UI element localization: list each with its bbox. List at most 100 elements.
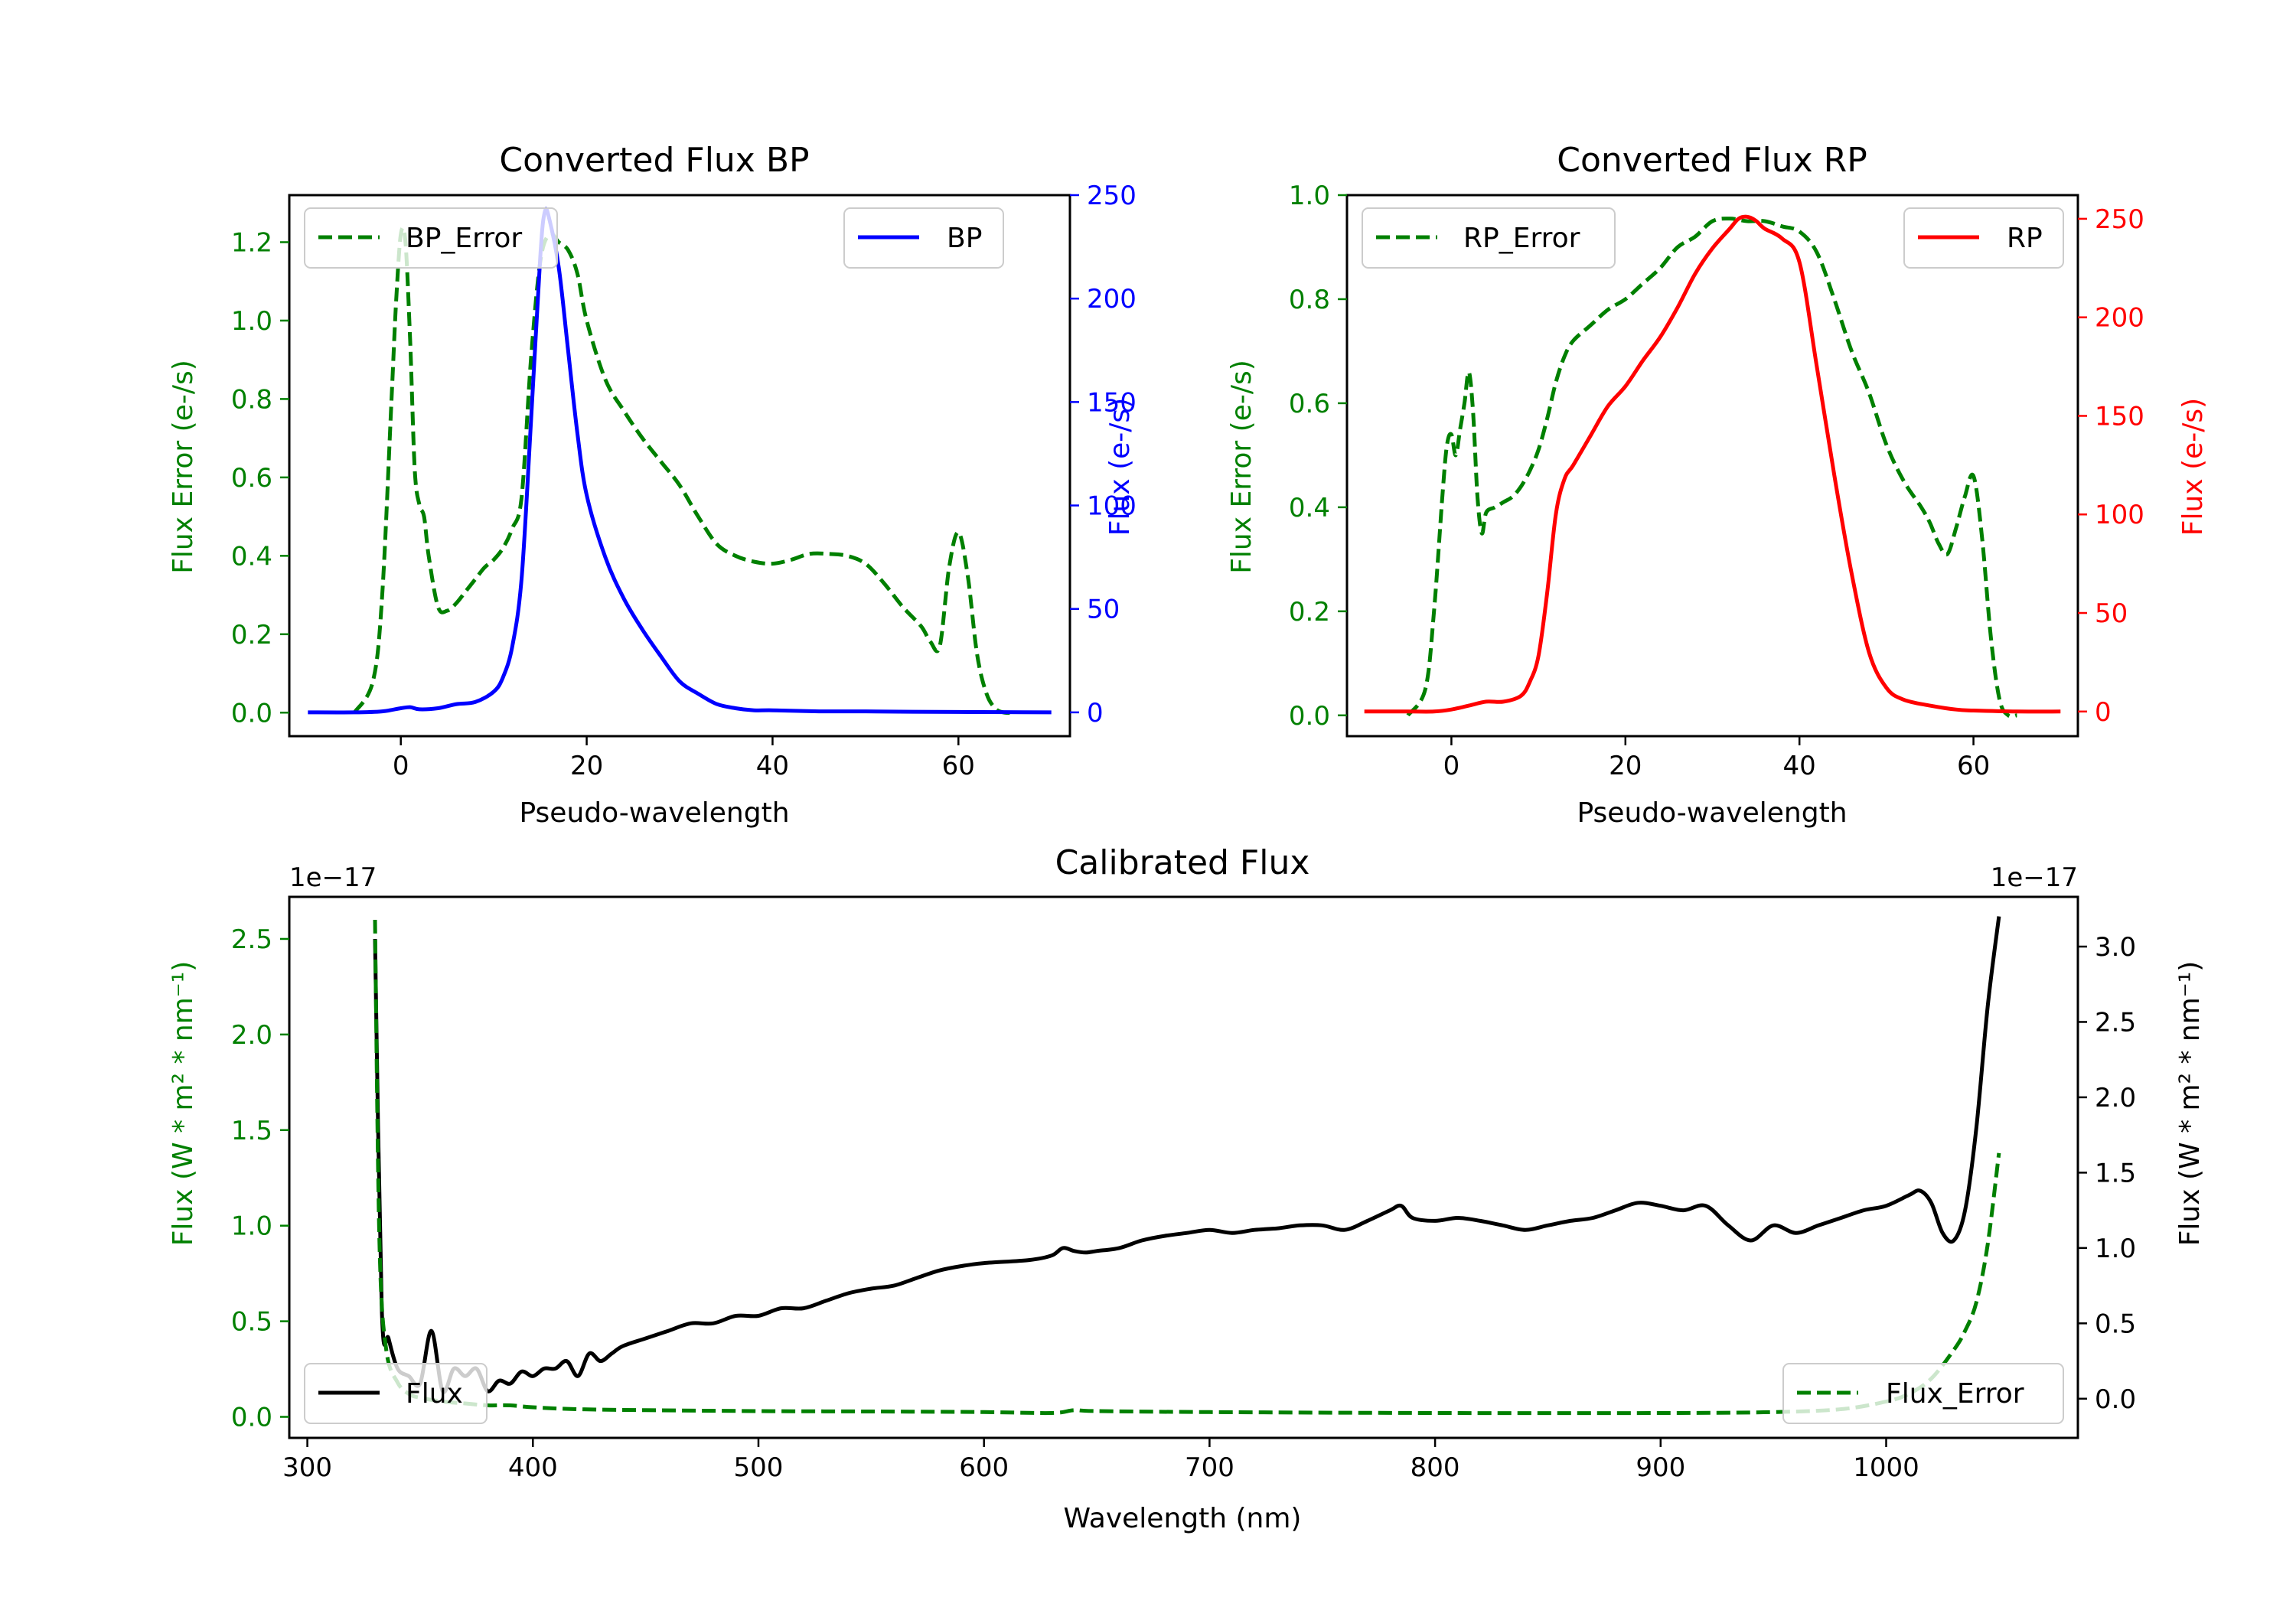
plot-area xyxy=(1364,214,2061,719)
left-y-tick-label: 0.6 xyxy=(231,463,272,494)
legend-flux: RP xyxy=(1903,207,2064,269)
right-y-tick-label: 150 xyxy=(1087,387,1137,418)
right-y-axis: 0 50 100 150 200 250 xyxy=(2078,204,2144,728)
legend-frame xyxy=(1362,207,1616,269)
left-y-tick-label: 0.4 xyxy=(1289,493,1330,523)
right-y-tick-label: 50 xyxy=(1087,595,1120,625)
left-y-tick-label: 0.0 xyxy=(231,1403,272,1433)
x-axis: 300 400 500 600 700 800 900 1000 xyxy=(282,1438,1919,1483)
right-y-axis: 0 50 100 150 200 250 xyxy=(1070,181,1137,729)
right-y-axis: 0.0 0.5 1.0 1.5 2.0 2.5 3.0 xyxy=(2078,932,2136,1415)
x-tick-label: 800 xyxy=(1411,1452,1460,1483)
left-y-tick-label: 2.0 xyxy=(231,1020,272,1051)
right-axis-offset: 1e−17 xyxy=(1991,862,2078,893)
legend-error: BP_Error xyxy=(304,207,558,269)
series-rp-line xyxy=(1364,214,2061,714)
left-y-tick-label: 0.8 xyxy=(1289,285,1330,315)
left-axis-label: Flux (W * m² * nm⁻¹) xyxy=(168,961,199,1247)
left-y-tick-label: 1.0 xyxy=(1289,181,1330,211)
x-axis-label: Pseudo-wavelength xyxy=(1577,797,1847,829)
x-tick-label: 400 xyxy=(508,1452,558,1483)
right-y-tick-label: 0 xyxy=(2095,697,2112,728)
left-y-axis: 0.0 0.2 0.4 0.6 0.8 1.0 1.2 xyxy=(231,227,289,729)
right-axis-label: Flux (e-/s) xyxy=(1104,398,1136,536)
plot-area xyxy=(308,207,1052,715)
series-bp-error-line xyxy=(352,226,1015,715)
x-tick-label: 700 xyxy=(1185,1452,1234,1483)
left-y-tick-label: 0.8 xyxy=(231,384,272,415)
axes-frame xyxy=(1345,194,2079,738)
legend-flux: BP xyxy=(843,207,1004,269)
legend-label-flux-error: Flux_Error xyxy=(1886,1378,2024,1410)
legend-frame xyxy=(1782,1363,2064,1424)
right-axis-label: Flux (W * m² * nm⁻¹) xyxy=(2174,961,2206,1247)
legend-label-bp: BP xyxy=(947,223,982,254)
left-y-tick-label: 2.5 xyxy=(231,924,272,955)
legend-label-rp: RP xyxy=(2007,223,2043,254)
left-y-tick-label: 0.5 xyxy=(231,1307,272,1338)
legend-frame xyxy=(304,207,558,269)
chart-title: Converted Flux RP xyxy=(1557,141,1867,180)
chart-title: Calibrated Flux xyxy=(1055,843,1310,882)
x-tick-label: 60 xyxy=(942,751,975,781)
x-tick-label: 0 xyxy=(393,751,409,781)
x-axis: 0 20 40 60 xyxy=(393,736,975,781)
chart-title: Converted Flux BP xyxy=(499,141,809,180)
x-axis-label: Wavelength (nm) xyxy=(1064,1503,1302,1534)
x-tick-label: 900 xyxy=(1636,1452,1685,1483)
right-y-tick-label: 100 xyxy=(1087,491,1137,522)
x-axis-label: Pseudo-wavelength xyxy=(519,797,789,829)
legend-label-rp-error: RP_Error xyxy=(1463,223,1580,254)
left-y-tick-label: 0.2 xyxy=(1289,597,1330,627)
right-y-tick-label: 250 xyxy=(1087,181,1137,211)
x-tick-label: 40 xyxy=(1783,751,1816,781)
left-y-tick-label: 1.5 xyxy=(231,1116,272,1146)
chart-calibrated-flux: Calibrated Flux Wavelength (nm) Flux (W … xyxy=(168,843,2206,1534)
legend-frame xyxy=(304,1363,488,1424)
chart-converted-flux-bp: Converted Flux BP Pseudo-wavelength Flux… xyxy=(168,141,1137,829)
x-tick-label: 20 xyxy=(570,751,603,781)
series-rp-error-line xyxy=(1406,217,2017,719)
left-y-tick-label: 1.0 xyxy=(231,1211,272,1242)
x-tick-label: 600 xyxy=(959,1452,1009,1483)
series-bp-line xyxy=(308,207,1052,715)
legend-frame xyxy=(1903,207,2064,269)
left-axis-offset: 1e−17 xyxy=(289,862,377,893)
left-axis-label: Flux Error (e-/s) xyxy=(168,360,199,574)
legend-label-bp-error: BP_Error xyxy=(406,223,522,254)
chart-converted-flux-rp: Converted Flux RP Pseudo-wavelength Flux… xyxy=(1226,141,2209,829)
x-tick-label: 60 xyxy=(1957,751,1990,781)
right-y-tick-label: 0 xyxy=(1087,698,1104,729)
left-y-axis: 0.0 0.2 0.4 0.6 0.8 1.0 xyxy=(1289,181,1347,732)
axes-frame xyxy=(288,194,1071,738)
right-y-tick-label: 200 xyxy=(2095,303,2144,334)
right-y-tick-label: 0.5 xyxy=(2095,1309,2136,1339)
left-y-tick-label: 0.0 xyxy=(1289,701,1330,732)
left-axis-label: Flux Error (e-/s) xyxy=(1226,360,1257,574)
right-y-tick-label: 0.0 xyxy=(2095,1384,2136,1415)
left-y-axis: 0.0 0.5 1.0 1.5 2.0 2.5 xyxy=(231,924,289,1433)
right-y-tick-label: 2.5 xyxy=(2095,1007,2136,1038)
x-tick-label: 0 xyxy=(1443,751,1460,781)
left-y-tick-label: 0.2 xyxy=(231,620,272,650)
left-y-tick-label: 0.0 xyxy=(231,698,272,729)
left-y-tick-label: 1.2 xyxy=(231,227,272,258)
series-flux-line xyxy=(373,916,2001,1394)
x-tick-label: 40 xyxy=(756,751,789,781)
left-y-tick-label: 0.6 xyxy=(1289,389,1330,419)
right-y-tick-label: 1.0 xyxy=(2095,1234,2136,1264)
right-y-tick-label: 200 xyxy=(1087,284,1137,315)
x-tick-label: 300 xyxy=(282,1452,332,1483)
left-y-tick-label: 0.4 xyxy=(231,541,272,572)
legend-label-flux: Flux xyxy=(406,1378,463,1410)
right-y-tick-label: 3.0 xyxy=(2095,932,2136,963)
right-y-tick-label: 2.0 xyxy=(2095,1083,2136,1113)
right-y-tick-label: 1.5 xyxy=(2095,1158,2136,1188)
x-tick-label: 500 xyxy=(734,1452,784,1483)
x-tick-label: 1000 xyxy=(1853,1452,1919,1483)
legend-flux: Flux xyxy=(304,1363,488,1424)
axes-frame xyxy=(288,895,2079,1439)
x-tick-label: 20 xyxy=(1609,751,1642,781)
right-y-tick-label: 50 xyxy=(2095,598,2128,629)
